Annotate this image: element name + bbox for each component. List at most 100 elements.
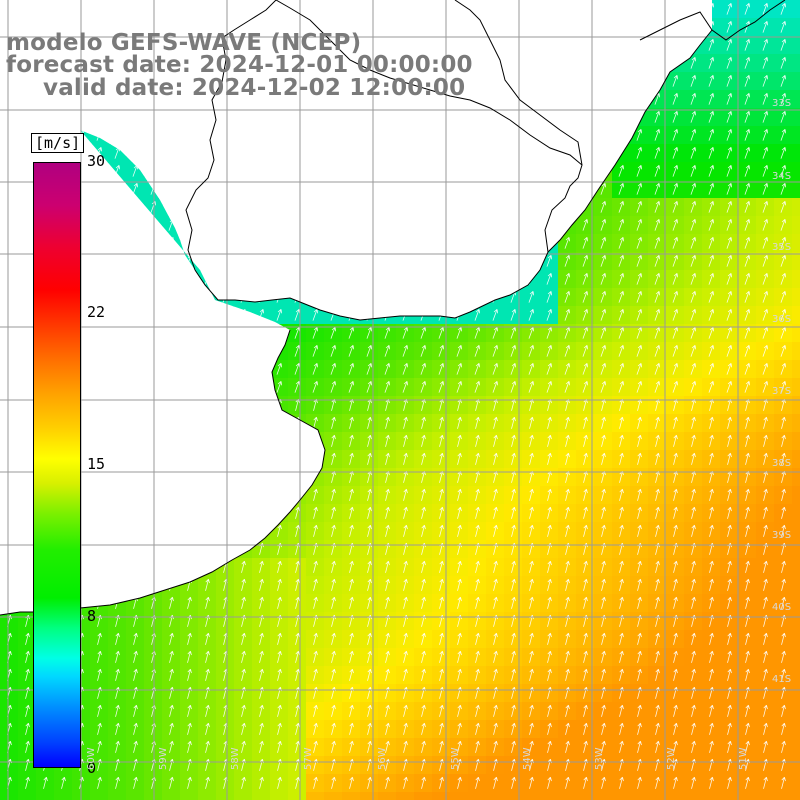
wind-arrow (511, 434, 516, 447)
wind-cell (792, 594, 800, 613)
wind-arrow (439, 506, 444, 519)
wind-arrow (636, 201, 643, 213)
wind-arrow (726, 93, 733, 105)
wind-arrow (691, 488, 696, 501)
wind-arrow (672, 363, 679, 375)
wind-arrow (385, 434, 390, 447)
wind-arrow (691, 452, 696, 465)
wind-arrow (546, 291, 553, 303)
wind-arrow (420, 345, 427, 357)
wind-arrow (348, 327, 355, 339)
wind-arrow (313, 416, 318, 429)
wind-arrow (475, 452, 480, 465)
wind-arrow (726, 111, 733, 123)
wind-arrow (547, 506, 552, 519)
wind-arrow (762, 273, 769, 285)
wind-arrow (600, 381, 607, 393)
wind-arrow (475, 416, 480, 429)
wind-arrow (654, 165, 661, 177)
wind-arrow (672, 327, 679, 339)
wind-arrow (708, 147, 715, 159)
wind-arrow (349, 506, 354, 519)
wind-arrow (726, 255, 733, 267)
wind-arrow (600, 345, 607, 357)
wind-arrow (528, 363, 535, 375)
wind-arrow (421, 416, 426, 429)
wind-arrow (457, 506, 462, 519)
wind-arrow (636, 345, 643, 357)
wind-arrow (744, 147, 751, 159)
wind-arrow (529, 488, 534, 501)
wind-arrow (780, 147, 787, 159)
wind-arrow (690, 291, 697, 303)
wind-arrow (421, 488, 426, 501)
wind-arrow (601, 488, 606, 501)
wind-arrow (546, 381, 553, 393)
wind-arrow (780, 75, 787, 87)
wind-arrow (511, 524, 516, 537)
wind-arrow (690, 147, 697, 159)
wind-arrow (565, 488, 570, 501)
wind-arrow (618, 183, 625, 195)
wind-arrow (726, 237, 733, 249)
wind-arrow (673, 434, 678, 447)
wind-arrow (493, 452, 498, 465)
wind-arrow (600, 309, 607, 321)
wind-arrow (673, 506, 678, 519)
wind-arrow (745, 488, 750, 501)
wind-arrow (708, 93, 715, 105)
wind-arrow (655, 488, 660, 501)
wind-arrow (744, 327, 751, 339)
wind-cell (270, 792, 289, 800)
wind-arrow (762, 129, 769, 141)
wind-arrow (744, 111, 751, 123)
wind-arrow (474, 327, 481, 339)
lon-label: 52W (666, 747, 677, 770)
wind-cell (792, 18, 800, 37)
wind-arrow (637, 506, 642, 519)
wind-arrow (475, 524, 480, 537)
wind-arrow (708, 309, 715, 321)
wind-arrow (528, 345, 535, 357)
wind-arrow (708, 291, 715, 303)
wind-arrow (762, 183, 769, 195)
wind-cell (18, 792, 37, 800)
wind-arrow (547, 416, 552, 429)
wind-arrow (312, 345, 319, 357)
wind-arrow (691, 506, 696, 519)
wind-arrow (709, 416, 714, 429)
lat-label: 34S (772, 171, 792, 182)
wind-arrow (780, 21, 787, 33)
wind-arrow (384, 363, 391, 375)
wind-arrow (583, 488, 588, 501)
wind-cell (792, 288, 800, 307)
wind-arrow (672, 219, 679, 231)
wind-cell (198, 792, 217, 800)
wind-arrow (654, 255, 661, 267)
wind-arrow (474, 309, 481, 321)
wind-arrow (763, 506, 768, 519)
wind-arrow (366, 363, 373, 375)
wind-arrow (421, 434, 426, 447)
wind-arrow (655, 524, 660, 537)
wind-arrow (708, 345, 715, 357)
colorbar-unit: [m/s] (31, 133, 85, 153)
wind-arrow (492, 327, 499, 339)
wind-arrow (744, 345, 751, 357)
wind-arrow (780, 165, 787, 177)
wind-arrow (618, 381, 625, 393)
wind-cell (792, 54, 800, 73)
wind-arrow (403, 416, 408, 429)
wind-cell (792, 216, 800, 235)
wind-arrow (277, 524, 282, 537)
wind-arrow (510, 345, 517, 357)
wind-arrow (780, 309, 787, 321)
wind-arrow (762, 3, 769, 15)
wind-arrow (385, 524, 390, 537)
wind-arrow (564, 255, 571, 267)
wind-arrow (636, 129, 643, 141)
lon-label: 60W (86, 747, 97, 770)
wind-arrow (600, 327, 607, 339)
wind-arrow (744, 273, 751, 285)
wind-arrow (708, 39, 715, 51)
